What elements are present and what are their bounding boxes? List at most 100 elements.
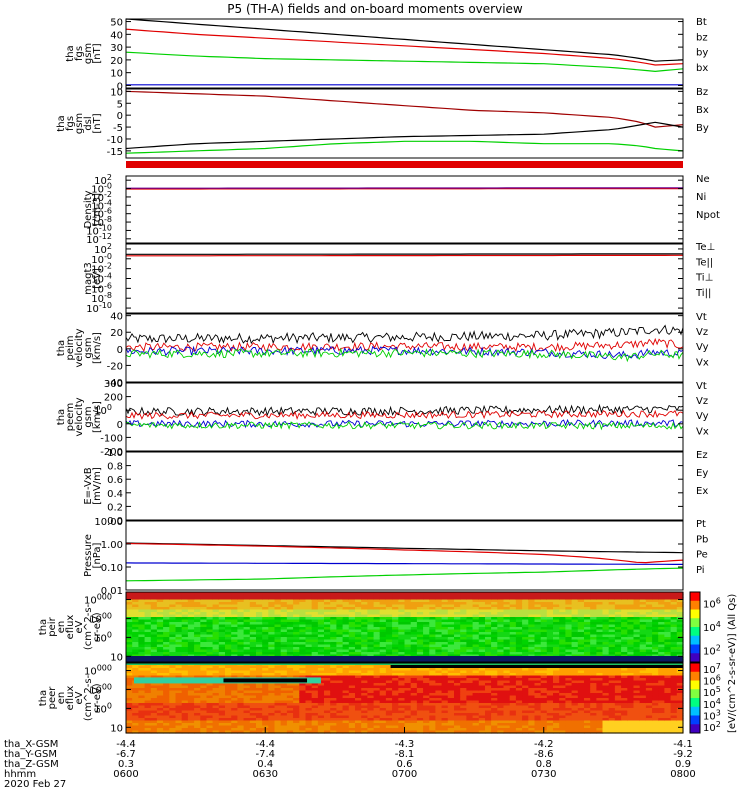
- heatmap-cell: [404, 683, 412, 687]
- y-axis-label: gsm: [74, 113, 85, 134]
- heatmap-cell: [633, 634, 641, 638]
- heatmap-cell: [460, 728, 467, 732]
- heatmap-cell: [404, 715, 412, 719]
- heatmap-cell: [522, 723, 529, 727]
- heatmap-cell: [274, 685, 282, 689]
- heatmap-cell: [423, 693, 430, 697]
- heatmap-cell: [392, 604, 399, 608]
- heatmap-cell: [268, 700, 276, 704]
- heatmap-cell: [416, 673, 424, 677]
- heatmap-cell: [361, 599, 368, 603]
- heatmap-cell: [472, 649, 480, 653]
- heatmap-cell: [447, 619, 455, 623]
- heatmap-cell: [447, 690, 455, 694]
- heatmap-cell: [553, 594, 560, 598]
- heatmap-cell: [627, 624, 635, 628]
- y-tick-exp: -6: [104, 281, 112, 290]
- heatmap-cell: [268, 695, 276, 699]
- heatmap-cell: [299, 703, 307, 707]
- heatmap-cell: [602, 678, 610, 682]
- heatmap-cell: [447, 675, 455, 679]
- heatmap-cell: [491, 632, 498, 636]
- heatmap-cell: [163, 617, 170, 621]
- heatmap-cell: [373, 710, 381, 714]
- heatmap-cell: [596, 713, 604, 717]
- heatmap-cell: [485, 632, 492, 636]
- heatmap-cell: [472, 607, 480, 611]
- heatmap-cell: [237, 647, 245, 651]
- heatmap-cell: [385, 637, 393, 641]
- heatmap-cell: [627, 649, 635, 653]
- heatmap-cell: [460, 680, 467, 684]
- heatmap-cell: [602, 673, 610, 677]
- heatmap-cell: [194, 700, 201, 704]
- heatmap-cell: [200, 632, 208, 636]
- heatmap-cell: [126, 715, 133, 719]
- heatmap-cell: [249, 647, 257, 651]
- heatmap-cell: [256, 644, 263, 648]
- heatmap-cell: [330, 685, 337, 689]
- heatmap-cell: [491, 675, 498, 679]
- heatmap-cell: [175, 597, 183, 601]
- heatmap-cell: [584, 592, 591, 596]
- heatmap-cell: [392, 622, 399, 626]
- heatmap-cell: [225, 698, 232, 702]
- heatmap-cell: [169, 602, 177, 606]
- heatmap-cell: [515, 612, 523, 616]
- heatmap-cell: [187, 619, 195, 623]
- heatmap-cell: [187, 632, 195, 636]
- heatmap-cell: [559, 668, 566, 672]
- heatmap-cell: [429, 639, 437, 643]
- heatmap-cell: [200, 627, 208, 631]
- heatmap-cell: [373, 612, 381, 616]
- heatmap-cell: [348, 634, 356, 638]
- heatmap-cell: [571, 675, 579, 679]
- heatmap-cell: [577, 723, 585, 727]
- panel-density: 10-1210-1010-810-610-410-210-0102Density…: [83, 173, 720, 246]
- heatmap-cell: [367, 690, 375, 694]
- heatmap-cell: [478, 723, 486, 727]
- heatmap-cell: [138, 713, 146, 717]
- heatmap-cell: [324, 720, 331, 724]
- heatmap-cell: [373, 730, 381, 734]
- heatmap-cell: [559, 599, 566, 603]
- heatmap-cell: [565, 718, 573, 722]
- heatmap-cell: [218, 604, 226, 608]
- heatmap-cell: [546, 728, 554, 732]
- heatmap-cell: [590, 695, 597, 699]
- heatmap-cell: [342, 637, 350, 641]
- heatmap-cell: [478, 644, 486, 648]
- heatmap-cell: [361, 705, 368, 709]
- heatmap-cell: [317, 592, 325, 596]
- heatmap-cell: [150, 624, 158, 628]
- heatmap-cell: [385, 708, 393, 712]
- heatmap-cell: [515, 703, 523, 707]
- heatmap-cell: [324, 599, 331, 603]
- heatmap-cell: [299, 728, 307, 732]
- heatmap-cell: [416, 703, 424, 707]
- heatmap-cell: [144, 688, 152, 692]
- heatmap-cell: [478, 649, 486, 653]
- heatmap-cell: [169, 652, 177, 656]
- heatmap-cell: [398, 723, 406, 727]
- heatmap-cell: [602, 592, 610, 596]
- heatmap-cell: [392, 685, 399, 689]
- heatmap-cell: [466, 673, 474, 677]
- heatmap-cell: [212, 632, 220, 636]
- heatmap-cell: [522, 685, 529, 689]
- heatmap-cell: [361, 594, 368, 598]
- heatmap-cell: [565, 698, 573, 702]
- heatmap-cell: [485, 728, 492, 732]
- heatmap-cell: [305, 728, 313, 732]
- heatmap-cell: [491, 629, 498, 633]
- heatmap-cell: [670, 617, 678, 621]
- heatmap-cell: [361, 675, 368, 679]
- heatmap-cell: [194, 718, 201, 722]
- heatmap-cell: [212, 720, 220, 724]
- heatmap-cell: [441, 624, 449, 628]
- heatmap-cell: [268, 685, 276, 689]
- heatmap-cell: [478, 680, 486, 684]
- heatmap-cell: [546, 713, 554, 717]
- heatmap-cell: [156, 624, 164, 628]
